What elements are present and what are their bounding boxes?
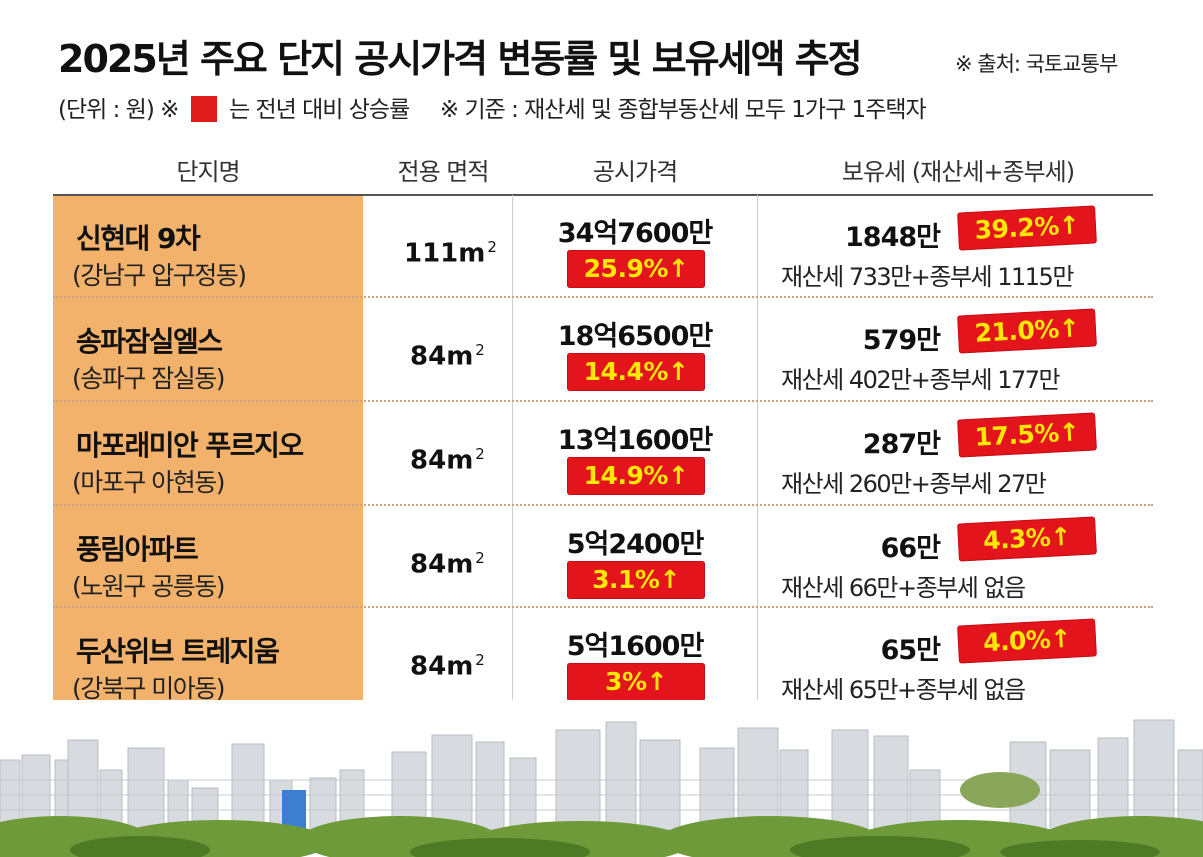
up-arrow-icon: ↑ [1049,623,1072,654]
apartment-skyline-illustration [0,700,1203,857]
tax-change-value: 21.0% [973,314,1060,348]
tax-change-value: 39.2% [973,211,1060,245]
price-change-badge: 25.9%↑ [567,250,705,288]
page-title: 2025년 주요 단지 공시가격 변동률 및 보유세액 추정 [58,37,863,81]
holding-tax: 287만 [862,429,941,460]
red-square-legend-icon [190,96,217,122]
price-change-value: 3% [605,667,647,696]
official-price: 13억1600만 [557,425,713,456]
tax-change-value: 4.3% [982,522,1052,556]
price-change-value: 25.9% [583,254,669,283]
row-separator [53,296,1153,298]
tax-breakdown: 재산세 65만+종부세 없음 [781,676,1026,704]
price-change-badge: 3.1%↑ [567,561,705,599]
area-unit-superscript: 2 [475,549,485,567]
complex-name: 신현대 9차 [76,222,201,255]
tax-change-badge: 21.0%↑ [957,308,1097,354]
tax-change-badge: 4.0%↑ [957,618,1097,664]
tax-change-value: 4.0% [982,624,1052,658]
tax-breakdown: 재산세 66만+종부세 없음 [781,574,1026,602]
area-number: 84 [410,341,447,372]
area-unit: m [446,341,474,372]
area-unit-superscript: 2 [475,651,485,669]
area-value: 84m 2 [410,549,485,580]
up-arrow-icon: ↑ [1058,313,1081,344]
tax-change-badge: 4.3%↑ [957,516,1097,562]
area-number: 84 [410,651,447,682]
up-arrow-icon: ↑ [1058,417,1081,448]
official-price: 34억7600만 [557,218,713,249]
complex-name: 송파잠실엘스 [76,325,223,358]
up-arrow-icon: ↑ [667,461,689,490]
price-change-value: 14.9% [583,461,669,490]
area-unit: m [446,651,474,682]
holding-tax: 579만 [862,325,941,356]
tax-change-badge: 39.2%↑ [957,205,1097,251]
row-separator [53,504,1153,506]
area-unit-superscript: 2 [475,341,485,359]
area-value: 111m 2 [404,238,497,269]
complex-name: 마포래미안 푸르지오 [76,429,304,462]
complex-location: (강남구 압구정동) [72,261,247,290]
up-arrow-icon: ↑ [667,357,689,386]
source-note: ※ 출처: 국토교통부 [955,52,1118,76]
up-arrow-icon: ↑ [1049,521,1072,552]
header-name: 단지명 [176,158,240,186]
area-number: 84 [410,445,447,476]
official-price: 5억1600만 [566,631,705,662]
up-arrow-icon: ↑ [646,667,668,696]
up-arrow-icon: ↑ [659,565,680,594]
area-unit-superscript: 2 [475,445,485,463]
area-number: 84 [410,549,447,580]
price-change-badge: 14.4%↑ [567,353,705,391]
up-arrow-icon: ↑ [667,254,689,283]
area-unit: m [446,549,474,580]
area-unit: m [446,445,474,476]
area-unit: m [458,238,486,269]
complex-name: 풍림아파트 [76,533,199,566]
area-number: 111 [404,238,459,269]
complex-name: 두산위브 트레지움 [76,635,280,668]
basis-note: ※ 기준 : 재산세 및 종합부동산세 모두 1가구 1주택자 [439,97,927,123]
row-separator [53,606,1153,608]
row-separator [53,400,1153,402]
area-value: 84m 2 [410,651,485,682]
tax-change-badge: 17.5%↑ [957,412,1097,458]
unit-note: (단위 : 원) ※ [58,97,179,123]
tax-breakdown: 재산세 402만+종부세 177만 [781,366,1061,394]
price-change-value: 14.4% [583,357,669,386]
header-price: 공시가격 [592,158,678,186]
header-tax: 보유세 (재산세+종부세) [841,158,1075,186]
area-unit-superscript: 2 [487,238,497,256]
tax-breakdown: 재산세 733만+종부세 1115만 [781,263,1074,291]
tax-breakdown: 재산세 260만+종부세 27만 [781,470,1047,498]
column-divider [512,195,513,735]
tax-change-value: 17.5% [973,418,1060,452]
legend-text: 는 전년 대비 상승률 [229,97,410,123]
area-value: 84m 2 [410,445,485,476]
holding-tax: 1848만 [845,222,941,253]
complex-location: (송파구 잠실동) [72,364,225,393]
subtitle-line: (단위 : 원) ※ 는 전년 대비 상승률 ※ 기준 : 재산세 및 종합부동… [58,90,927,124]
column-divider [757,195,758,735]
area-value: 84m 2 [410,341,485,372]
official-price: 5억2400만 [566,529,705,560]
complex-location: (강북구 미아동) [72,674,225,703]
holding-tax: 65만 [880,635,941,666]
complex-location: (노원구 공릉동) [72,572,225,601]
holding-tax: 66만 [880,533,941,564]
header-area: 전용 면적 [397,158,490,186]
price-change-badge: 14.9%↑ [567,457,705,495]
complex-location: (마포구 아현동) [72,468,225,497]
price-change-value: 3.1% [592,565,660,594]
official-price: 18억6500만 [557,321,713,352]
price-change-badge: 3%↑ [567,663,705,701]
header-rule [53,194,1153,196]
up-arrow-icon: ↑ [1058,210,1081,241]
